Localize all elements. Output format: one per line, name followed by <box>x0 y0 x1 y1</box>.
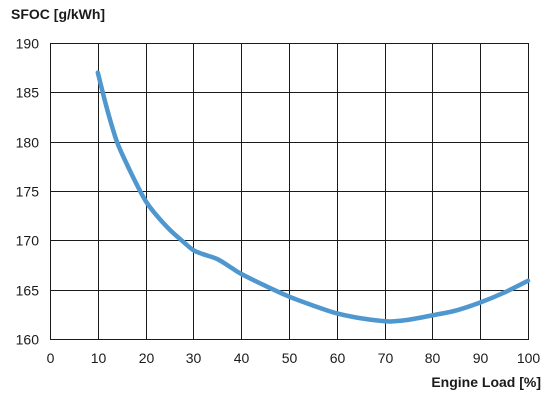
y-tick-label: 175 <box>16 184 40 200</box>
plot-frame <box>50 43 529 340</box>
x-tick-label: 30 <box>186 350 202 366</box>
x-tick-label: 100 <box>517 350 541 366</box>
y-tick-label: 160 <box>16 332 40 348</box>
x-tick-label: 0 <box>47 350 55 366</box>
x-axis-label: Engine Load [%] <box>431 374 541 390</box>
x-tick-label: 80 <box>425 350 441 366</box>
x-tick-label: 50 <box>282 350 298 366</box>
y-tick-label: 180 <box>16 135 40 151</box>
x-tick-label: 70 <box>378 350 394 366</box>
y-tick-label: 190 <box>16 36 40 52</box>
x-tick-label: 20 <box>139 350 155 366</box>
y-tick-label: 165 <box>16 283 40 299</box>
y-axis-label: SFOC [g/kWh] <box>11 6 106 22</box>
y-tick-label: 170 <box>16 233 40 249</box>
x-tick-label: 90 <box>473 350 489 366</box>
x-tick-label: 40 <box>234 350 250 366</box>
y-tick-label: 185 <box>16 85 40 101</box>
sfoc-series-line <box>95 70 531 324</box>
x-tick-label: 60 <box>330 350 346 366</box>
x-tick-label: 10 <box>91 350 107 366</box>
